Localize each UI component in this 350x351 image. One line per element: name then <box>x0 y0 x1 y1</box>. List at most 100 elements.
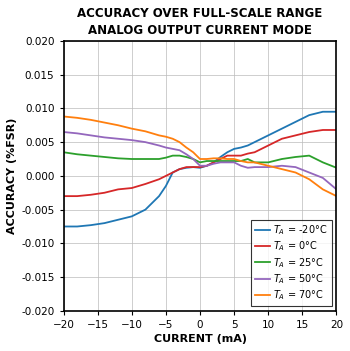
T_A = 25°C <box>61 150 65 154</box>
Legend: $T_A$ = -20°C, $T_A$ = 0°C, $T_A$ = 25°C, $T_A$ = 50°C, $T_A$ = 70°C: $T_A$ = -20°C, $T_A$ = 0°C, $T_A$ = 25°C… <box>251 219 332 306</box>
T_A = 25°C <box>232 159 236 163</box>
T_A = 50°C <box>266 165 270 169</box>
T_A = -20°C <box>205 164 209 168</box>
T_A = 70°C <box>232 157 236 161</box>
T_A = 0°C <box>246 152 250 156</box>
T_A = -20°C <box>280 126 284 131</box>
T_A = 0°C <box>280 137 284 141</box>
T_A = 70°C <box>239 159 243 163</box>
T_A = 0°C <box>293 133 298 138</box>
T_A = 0°C <box>198 165 202 169</box>
T_A = 50°C <box>280 164 284 168</box>
T_A = 25°C <box>246 157 250 161</box>
T_A = 50°C <box>334 187 338 192</box>
T_A = 25°C <box>184 155 188 159</box>
T_A = -20°C <box>75 224 79 229</box>
T_A = 50°C <box>130 138 134 142</box>
T_A = 0°C <box>130 186 134 190</box>
T_A = 50°C <box>164 145 168 150</box>
T_A = 0°C <box>225 153 229 158</box>
T_A = 25°C <box>211 159 216 163</box>
T_A = -20°C <box>321 110 325 114</box>
T_A = 0°C <box>184 165 188 169</box>
T_A = 25°C <box>239 159 243 163</box>
T_A = 25°C <box>177 153 182 158</box>
T_A = 0°C <box>232 153 236 158</box>
T_A = 25°C <box>143 157 147 161</box>
T_A = 50°C <box>177 148 182 152</box>
T_A = 50°C <box>143 140 147 144</box>
T_A = 25°C <box>334 166 338 170</box>
T_A = -20°C <box>334 110 338 114</box>
T_A = 0°C <box>143 182 147 186</box>
T_A = -20°C <box>102 221 106 225</box>
T_A = 50°C <box>211 161 216 166</box>
Line: T_A = 50°C: T_A = 50°C <box>63 132 336 190</box>
T_A = 25°C <box>218 159 223 163</box>
T_A = 50°C <box>293 165 298 169</box>
T_A = 50°C <box>191 157 195 161</box>
T_A = 25°C <box>252 160 257 165</box>
T_A = 70°C <box>225 157 229 161</box>
T_A = 50°C <box>246 166 250 170</box>
T_A = 70°C <box>102 120 106 125</box>
T_A = 70°C <box>334 194 338 198</box>
T_A = 50°C <box>198 164 202 168</box>
T_A = -20°C <box>89 223 93 227</box>
Line: T_A = 0°C: T_A = 0°C <box>63 130 336 196</box>
T_A = 50°C <box>61 130 65 134</box>
T_A = 70°C <box>198 157 202 161</box>
Line: T_A = 25°C: T_A = 25°C <box>63 152 336 168</box>
T_A = 50°C <box>307 170 311 174</box>
T_A = 70°C <box>307 177 311 181</box>
Title: ACCURACY OVER FULL-SCALE RANGE
ANALOG OUTPUT CURRENT MODE: ACCURACY OVER FULL-SCALE RANGE ANALOG OU… <box>77 7 323 37</box>
T_A = 50°C <box>225 160 229 165</box>
T_A = 25°C <box>307 153 311 158</box>
T_A = 25°C <box>75 152 79 157</box>
Line: T_A = 70°C: T_A = 70°C <box>63 117 336 196</box>
T_A = -20°C <box>157 194 161 198</box>
T_A = 50°C <box>321 176 325 180</box>
T_A = -20°C <box>191 165 195 169</box>
T_A = -20°C <box>143 207 147 212</box>
T_A = 0°C <box>116 187 120 192</box>
T_A = 50°C <box>75 131 79 135</box>
T_A = 25°C <box>198 160 202 165</box>
T_A = 50°C <box>252 165 257 169</box>
T_A = 0°C <box>205 164 209 168</box>
T_A = -20°C <box>252 140 257 144</box>
T_A = 0°C <box>157 177 161 181</box>
T_A = 70°C <box>170 137 175 141</box>
T_A = 70°C <box>266 164 270 168</box>
T_A = 70°C <box>164 135 168 139</box>
Y-axis label: ACCURACY (%FSR): ACCURACY (%FSR) <box>7 118 17 234</box>
T_A = -20°C <box>293 120 298 124</box>
T_A = 50°C <box>116 137 120 141</box>
T_A = -20°C <box>225 150 229 154</box>
T_A = -20°C <box>246 144 250 148</box>
T_A = 25°C <box>205 159 209 163</box>
T_A = 70°C <box>116 123 120 127</box>
T_A = 0°C <box>321 128 325 132</box>
T_A = 0°C <box>75 194 79 198</box>
T_A = 50°C <box>170 147 175 151</box>
T_A = -20°C <box>184 166 188 170</box>
T_A = 50°C <box>184 152 188 157</box>
T_A = 70°C <box>177 140 182 144</box>
T_A = -20°C <box>177 167 182 171</box>
T_A = 25°C <box>321 160 325 165</box>
T_A = 0°C <box>334 128 338 132</box>
T_A = 25°C <box>225 159 229 163</box>
T_A = 50°C <box>102 135 106 139</box>
T_A = -20°C <box>198 166 202 170</box>
T_A = 0°C <box>191 165 195 169</box>
T_A = -20°C <box>239 145 243 150</box>
T_A = 0°C <box>170 170 175 174</box>
T_A = -20°C <box>164 184 168 188</box>
T_A = -20°C <box>130 214 134 218</box>
T_A = 0°C <box>266 144 270 148</box>
T_A = 0°C <box>218 157 223 161</box>
T_A = 25°C <box>280 157 284 161</box>
T_A = 25°C <box>116 156 120 160</box>
T_A = 50°C <box>157 144 161 148</box>
